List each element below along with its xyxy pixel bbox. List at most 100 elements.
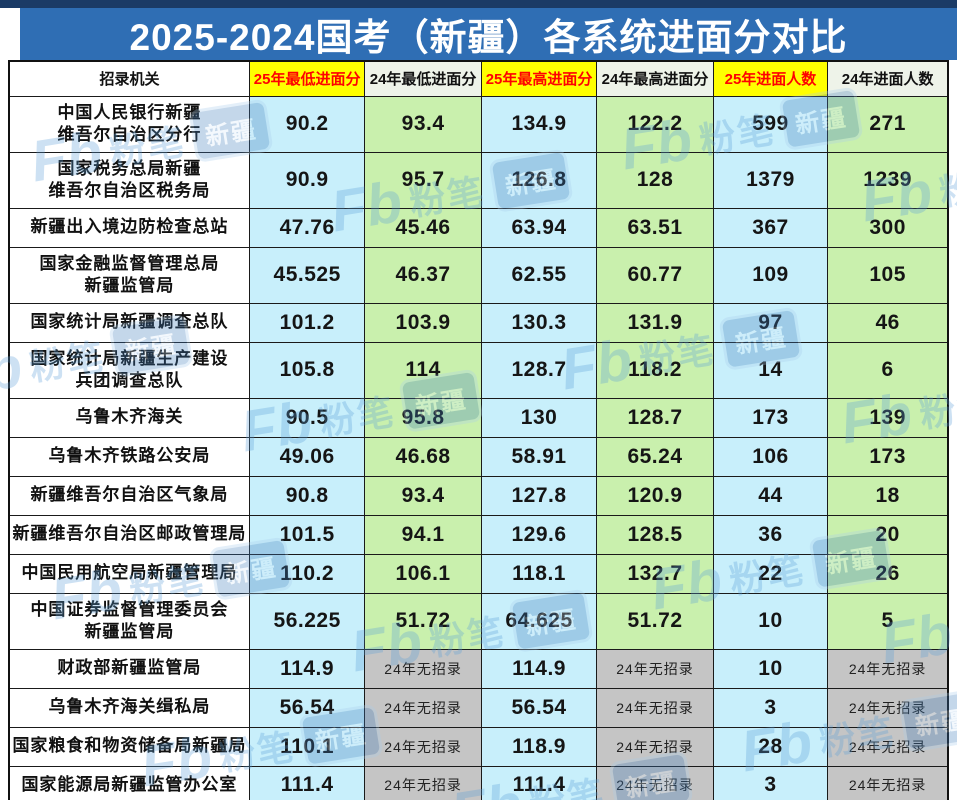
col-header-max-24: 24年最高进面分 [596, 60, 714, 97]
cell-count-24: 24年无招录 [827, 648, 949, 689]
cell-count-24: 139 [827, 397, 949, 438]
agency-cell: 乌鲁木齐海关 [8, 397, 250, 438]
table-row: 乌鲁木齐海关 90.5 95.8 130 128.7 173 139 [8, 397, 949, 438]
agency-cell: 国家金融监督管理总局 新疆监管局 [8, 246, 250, 304]
agency-cell: 国家税务总局新疆 维吾尔自治区税务局 [8, 151, 250, 209]
cell-count-24: 5 [827, 592, 949, 650]
cell-max-25: 64.625 [480, 592, 598, 650]
table-row: 中国民用航空局新疆管理局 110.2 106.1 118.1 132.7 22 26 [8, 553, 949, 594]
table-row: 乌鲁木齐海关缉私局 56.54 24年无招录 56.54 24年无招录 3 24年无招录 [8, 687, 949, 728]
table-row: 新疆维吾尔自治区邮政管理局 101.5 94.1 129.6 128.5 36 20 [8, 514, 949, 555]
cell-min-24: 114 [364, 341, 482, 399]
table-row: 国家统计局新疆调查总队 101.2 103.9 130.3 131.9 97 46 [8, 302, 949, 343]
cell-count-25: 1379 [712, 151, 829, 209]
table-row: 国家金融监督管理总局 新疆监管局 45.525 46.37 62.55 60.77 109… [8, 246, 949, 304]
cell-count-25: 599 [712, 95, 829, 153]
cell-min-25: 56.225 [248, 592, 366, 650]
cell-min-25: 45.525 [248, 246, 366, 304]
cell-max-24: 24年无招录 [596, 765, 714, 800]
cell-min-25: 101.2 [248, 302, 366, 343]
cell-min-25: 56.54 [248, 687, 366, 728]
cell-min-25: 101.5 [248, 514, 366, 555]
cell-max-24: 24年无招录 [596, 687, 714, 728]
cell-count-24: 271 [827, 95, 949, 153]
agency-cell: 中国民用航空局新疆管理局 [8, 553, 250, 594]
col-header-count-25: 25年进面人数 [712, 60, 829, 97]
cell-count-25: 22 [712, 553, 829, 594]
cell-min-24: 95.7 [364, 151, 482, 209]
page-title: 2025-2024国考（新疆）各系统进面分对比 [129, 17, 848, 58]
agency-cell: 新疆出入境边防检查总站 [8, 207, 250, 248]
table-row: 国家税务总局新疆 维吾尔自治区税务局 90.9 95.7 126.8 128 1379 12… [8, 151, 949, 209]
cell-min-24: 24年无招录 [364, 648, 482, 689]
cell-min-24: 106.1 [364, 553, 482, 594]
cell-max-25: 58.91 [480, 436, 598, 477]
cell-max-24: 118.2 [596, 341, 714, 399]
agency-cell: 乌鲁木齐海关缉私局 [8, 687, 250, 728]
title-banner: 2025-2024国考（新疆）各系统进面分对比 [20, 8, 957, 60]
cell-min-24: 51.72 [364, 592, 482, 650]
cell-count-24: 173 [827, 436, 949, 477]
cell-min-24: 24年无招录 [364, 726, 482, 767]
table-row: 财政部新疆监管局 114.9 24年无招录 114.9 24年无招录 10 24年无招录 [8, 648, 949, 689]
table-row: 国家能源局新疆监管办公室 111.4 24年无招录 111.4 24年无招录 3 24年无招… [8, 765, 949, 800]
table-row: 乌鲁木齐铁路公安局 49.06 46.68 58.91 65.24 106 173 [8, 436, 949, 477]
cell-max-24: 24年无招录 [596, 648, 714, 689]
cell-min-25: 114.9 [248, 648, 366, 689]
agency-cell: 新疆维吾尔自治区气象局 [8, 475, 250, 516]
table-row: 新疆维吾尔自治区气象局 90.8 93.4 127.8 120.9 44 18 [8, 475, 949, 516]
cell-max-24: 122.2 [596, 95, 714, 153]
col-header-count-24: 24年进面人数 [827, 60, 949, 97]
cell-max-25: 130 [480, 397, 598, 438]
cell-count-25: 109 [712, 246, 829, 304]
cell-count-24: 6 [827, 341, 949, 399]
cell-count-25: 28 [712, 726, 829, 767]
agency-cell: 国家统计局新疆生产建设 兵团调查总队 [8, 341, 250, 399]
cell-max-25: 118.1 [480, 553, 598, 594]
score-comparison-table: 招录机关 25年最低进面分 24年最低进面分 25年最高进面分 24年最高进面分 25年进… [8, 60, 949, 800]
cell-count-25: 106 [712, 436, 829, 477]
col-header-max-25: 25年最高进面分 [480, 60, 598, 97]
cell-max-25: 126.8 [480, 151, 598, 209]
agency-cell: 国家能源局新疆监管办公室 [8, 765, 250, 800]
cell-count-25: 36 [712, 514, 829, 555]
cell-min-24: 46.68 [364, 436, 482, 477]
cell-max-24: 60.77 [596, 246, 714, 304]
header-row: 招录机关 25年最低进面分 24年最低进面分 25年最高进面分 24年最高进面分 25年进… [8, 60, 949, 97]
cell-max-24: 128.7 [596, 397, 714, 438]
table-row: 中国人民银行新疆 维吾尔自治区分行 90.2 93.4 134.9 122.2 599 27… [8, 95, 949, 153]
agency-cell: 国家粮食和物资储备局新疆局 [8, 726, 250, 767]
cell-max-24: 24年无招录 [596, 726, 714, 767]
cell-max-25: 128.7 [480, 341, 598, 399]
cell-min-25: 110.1 [248, 726, 366, 767]
agency-cell: 中国人民银行新疆 维吾尔自治区分行 [8, 95, 250, 153]
cell-min-25: 90.8 [248, 475, 366, 516]
cell-count-25: 173 [712, 397, 829, 438]
cell-min-24: 95.8 [364, 397, 482, 438]
cell-min-25: 47.76 [248, 207, 366, 248]
cell-count-25: 3 [712, 687, 829, 728]
cell-min-25: 110.2 [248, 553, 366, 594]
cell-max-25: 111.4 [480, 765, 598, 800]
cell-min-24: 93.4 [364, 475, 482, 516]
cell-count-25: 14 [712, 341, 829, 399]
cell-min-24: 94.1 [364, 514, 482, 555]
cell-count-25: 10 [712, 648, 829, 689]
cell-max-25: 56.54 [480, 687, 598, 728]
col-header-min-25: 25年最低进面分 [248, 60, 366, 97]
cell-count-24: 105 [827, 246, 949, 304]
cell-min-25: 90.5 [248, 397, 366, 438]
cell-min-24: 45.46 [364, 207, 482, 248]
cell-min-25: 105.8 [248, 341, 366, 399]
cell-max-24: 128.5 [596, 514, 714, 555]
table-row: 中国证券监督管理委员会 新疆监管局 56.225 51.72 64.625 51.72 1… [8, 592, 949, 650]
cell-count-24: 24年无招录 [827, 765, 949, 800]
cell-count-25: 367 [712, 207, 829, 248]
cell-max-25: 62.55 [480, 246, 598, 304]
cell-max-25: 129.6 [480, 514, 598, 555]
col-header-min-24: 24年最低进面分 [364, 60, 482, 97]
agency-cell: 财政部新疆监管局 [8, 648, 250, 689]
cell-max-24: 63.51 [596, 207, 714, 248]
cell-max-25: 130.3 [480, 302, 598, 343]
